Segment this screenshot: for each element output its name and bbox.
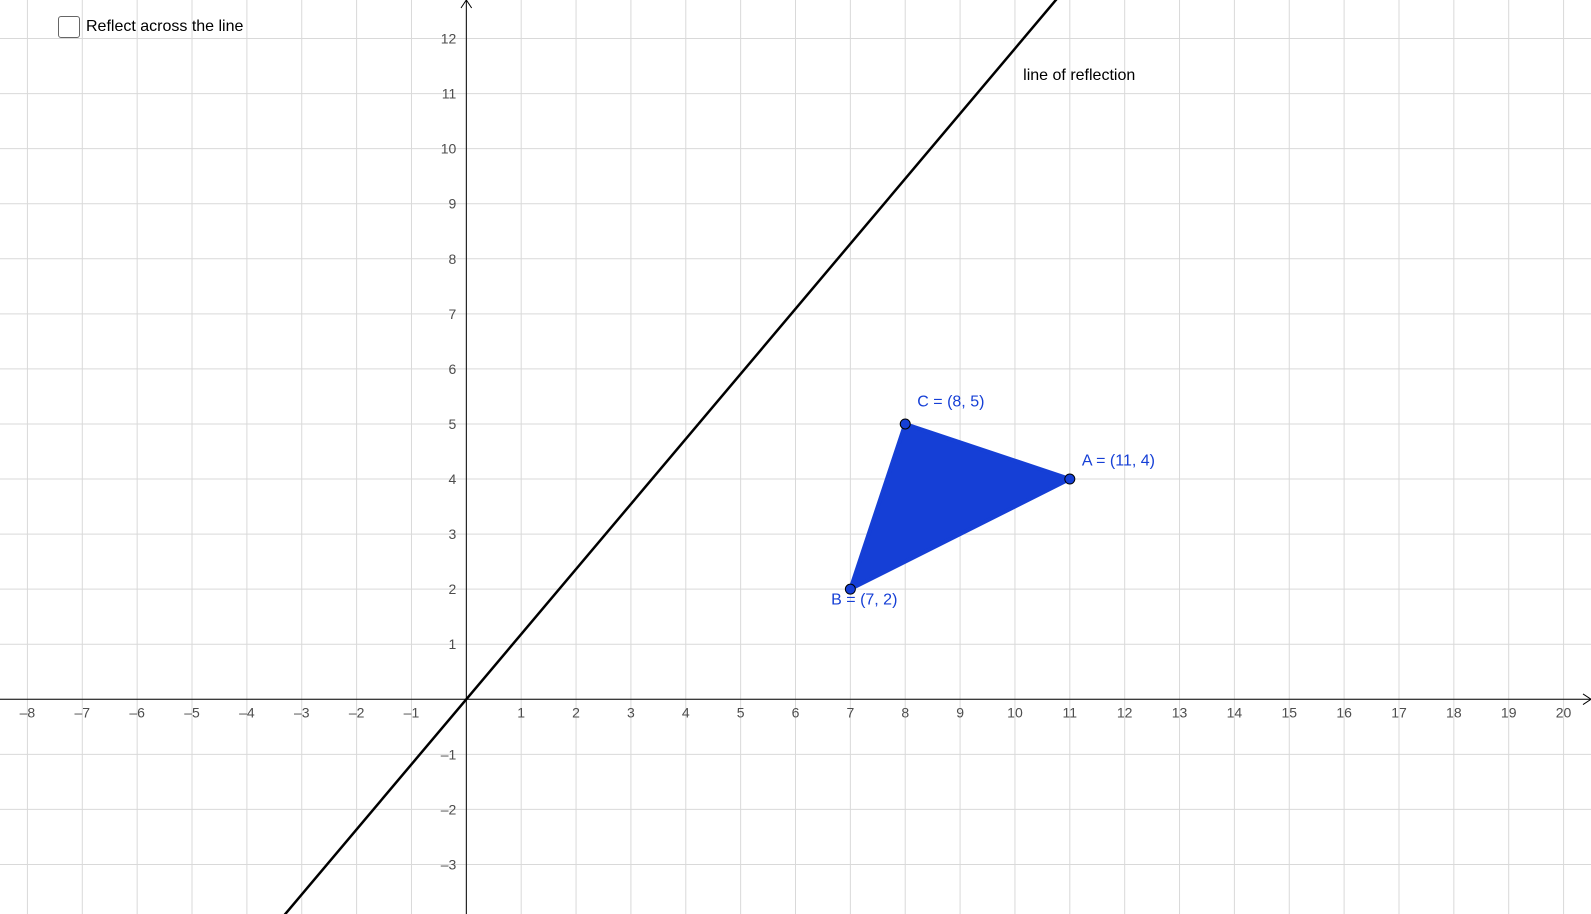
vertex-b-label: B = (7, 2) [831,592,897,609]
svg-text:–2: –2 [349,704,365,720]
svg-text:20: 20 [1556,704,1572,720]
svg-text:6: 6 [792,704,800,720]
svg-text:6: 6 [449,361,457,377]
svg-text:–1: –1 [441,746,457,762]
svg-text:8: 8 [449,251,457,267]
svg-text:–2: –2 [441,801,457,817]
svg-text:–5: –5 [184,704,200,720]
svg-text:12: 12 [441,31,457,47]
svg-text:10: 10 [441,141,457,157]
svg-text:7: 7 [449,306,457,322]
svg-text:–6: –6 [129,704,145,720]
svg-text:15: 15 [1281,704,1297,720]
svg-text:–7: –7 [75,704,91,720]
vertex-a[interactable] [1065,474,1075,484]
svg-text:1: 1 [517,704,525,720]
svg-text:5: 5 [449,416,457,432]
svg-text:–1: –1 [404,704,420,720]
vertex-c[interactable] [900,419,910,429]
svg-text:2: 2 [572,704,580,720]
svg-text:–4: –4 [239,704,255,720]
coordinate-plane[interactable]: –8–7–6–5–4–3–2–1123456789101112131415161… [0,0,1591,914]
reflect-checkbox-label[interactable]: Reflect across the line [86,18,243,36]
vertex-c-label: C = (8, 5) [917,393,984,410]
svg-text:5: 5 [737,704,745,720]
svg-text:–3: –3 [441,856,457,872]
svg-text:10: 10 [1007,704,1023,720]
svg-text:–3: –3 [294,704,310,720]
vertex-a-label: A = (11, 4) [1082,452,1155,469]
svg-text:13: 13 [1172,704,1188,720]
line-of-reflection-label: line of reflection [1023,67,1135,84]
svg-text:11: 11 [442,86,457,102]
svg-text:8: 8 [901,704,909,720]
svg-text:4: 4 [449,471,457,487]
svg-text:19: 19 [1501,704,1517,720]
svg-text:16: 16 [1336,704,1352,720]
svg-text:17: 17 [1391,704,1407,720]
svg-text:3: 3 [627,704,635,720]
svg-text:7: 7 [846,704,854,720]
reflect-checkbox-container: Reflect across the line [58,16,243,38]
svg-text:9: 9 [956,704,964,720]
reflect-checkbox[interactable] [58,16,80,38]
svg-text:11: 11 [1063,704,1078,720]
svg-text:4: 4 [682,704,690,720]
svg-text:2: 2 [449,581,457,597]
svg-text:1: 1 [449,636,457,652]
svg-text:14: 14 [1227,704,1243,720]
svg-text:9: 9 [449,196,457,212]
svg-text:3: 3 [449,526,457,542]
svg-text:18: 18 [1446,704,1462,720]
svg-text:–8: –8 [20,704,36,720]
svg-text:12: 12 [1117,704,1133,720]
